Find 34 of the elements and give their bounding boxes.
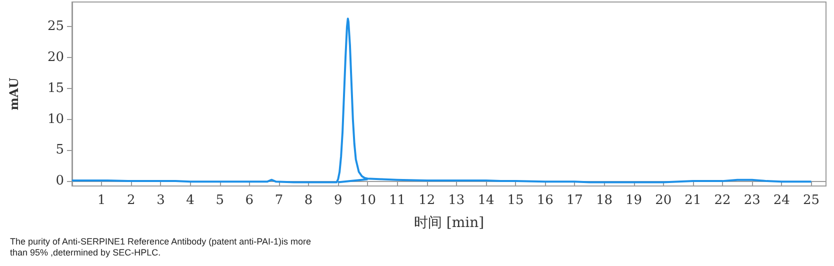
text: The purity of Anti-SERPINE1 Reference Antibody (patent anti-PAI-1)is more than 95% ,determined by SEC-HPLC. bbox=[10, 236, 314, 258]
y-tick-label: 0 bbox=[56, 174, 64, 189]
y-tick-label: 5 bbox=[56, 142, 64, 158]
x-tick-label: 20 bbox=[655, 193, 672, 208]
x-tick-label: 4 bbox=[186, 193, 194, 208]
x-tick-label: 10 bbox=[359, 193, 376, 208]
x-tick-label: 25 bbox=[802, 193, 820, 208]
x-tick-label: 8 bbox=[304, 193, 313, 208]
x-tick-label: 19 bbox=[626, 193, 642, 208]
x-tick-label: 7 bbox=[274, 193, 284, 208]
x-tick-label: 9 bbox=[334, 193, 342, 208]
y-axis-title: mAU bbox=[7, 77, 21, 110]
x-tick-label: 23 bbox=[744, 193, 760, 208]
x-tick-label: 18 bbox=[596, 193, 613, 208]
x-tick-label: 21 bbox=[684, 193, 702, 208]
x-tick-label: 1 bbox=[97, 193, 106, 208]
x-tick-label: 22 bbox=[714, 193, 731, 208]
x-tick-label: 15 bbox=[507, 193, 524, 208]
x-tick-label: 12 bbox=[418, 193, 436, 208]
y-tick-label: 20 bbox=[47, 50, 64, 66]
y-tick-label: 15 bbox=[47, 80, 64, 96]
x-tick-label: 16 bbox=[536, 193, 554, 208]
x-tick-label: 3 bbox=[156, 193, 165, 208]
x-tick-label: 2 bbox=[126, 193, 136, 208]
x-tick-label: 24 bbox=[773, 193, 790, 208]
x-axis-title: 时间 [min] bbox=[414, 215, 484, 231]
x-tick-label: 5 bbox=[216, 193, 224, 208]
x-tick-label: 14 bbox=[478, 193, 494, 208]
x-tick-label: 11 bbox=[388, 193, 406, 208]
y-tick-label: 10 bbox=[47, 112, 64, 127]
x-tick-label: 13 bbox=[448, 193, 465, 208]
x-tick-label: 17 bbox=[566, 193, 583, 208]
x-tick-label: 6 bbox=[245, 193, 254, 208]
y-tick-label: 25 bbox=[47, 19, 64, 34]
